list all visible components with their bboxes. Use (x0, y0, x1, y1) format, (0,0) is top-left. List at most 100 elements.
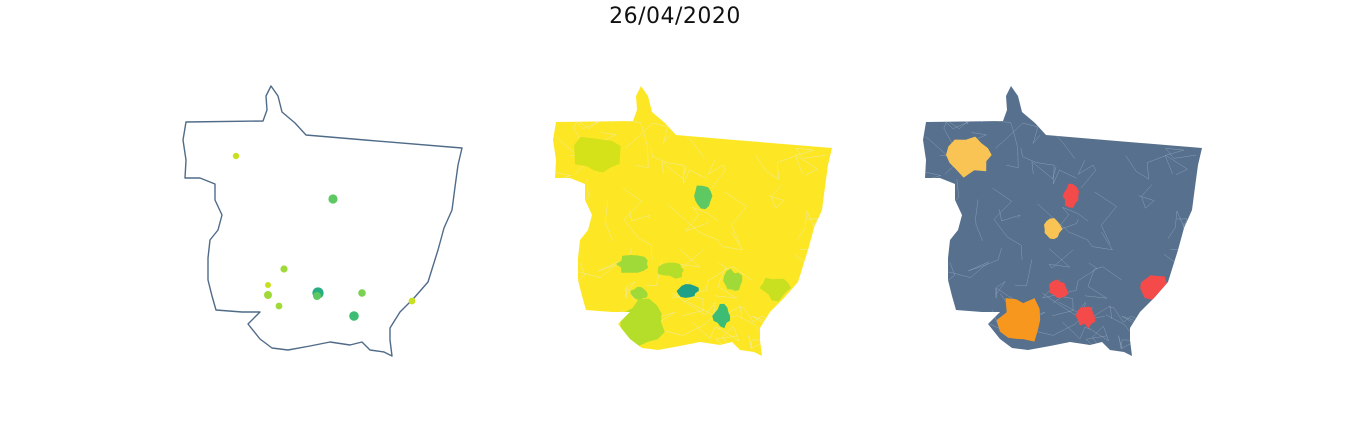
municipal-border-line (595, 341, 623, 356)
municipal-border-line (1048, 248, 1074, 269)
municipal-border-line (661, 161, 687, 180)
municipal-border-line (968, 248, 1002, 272)
risk-region (1062, 183, 1079, 208)
point-markers-layer (232, 152, 416, 321)
point-marker (408, 297, 416, 305)
municipal-border-line (605, 199, 613, 241)
municipal-border-line (1054, 207, 1089, 232)
municipal-border-line (995, 281, 1022, 305)
municipal-border-line (931, 323, 954, 356)
municipal-border-line (690, 88, 713, 113)
municipal-border-line (1060, 88, 1083, 113)
municipal-border-line (794, 148, 827, 174)
choropleth-region (676, 284, 699, 298)
risk-class-map (923, 86, 1202, 356)
choropleth-region (657, 262, 684, 279)
municipal-border-line (923, 157, 941, 181)
choropleth-region (759, 277, 792, 302)
municipal-border-line (667, 203, 743, 251)
municipal-border-line (658, 89, 699, 103)
municipal-border-line (724, 191, 747, 245)
choropleth-region (615, 255, 649, 273)
municipal-border-line (684, 207, 719, 232)
risk-state-fill (923, 86, 1202, 356)
municipal-border-line (628, 209, 651, 222)
municipal-border-line (1031, 161, 1057, 180)
municipal-border-line (1167, 210, 1188, 239)
choropleth-region (694, 185, 713, 210)
municipal-border-line (923, 95, 987, 126)
municipal-border-line (937, 86, 960, 116)
point-marker (313, 292, 321, 300)
municipal-border-line (806, 323, 832, 351)
point-marker (349, 311, 359, 321)
municipal-border-line (1125, 155, 1188, 180)
municipal-border-line (755, 155, 818, 180)
municipal-border-line (1028, 89, 1069, 103)
municipal-border-line (1164, 148, 1197, 174)
municipal-border-line (768, 184, 785, 209)
municipal-border-line (1133, 107, 1160, 121)
municipal-border-line (1020, 147, 1077, 184)
municipal-border-line (975, 199, 983, 241)
point-marker (232, 152, 240, 160)
municipal-border-line (1194, 272, 1202, 315)
municipal-border-line (561, 323, 584, 356)
choropleth-region (712, 303, 731, 329)
municipal-border-line (1077, 160, 1096, 189)
municipal-border-line (924, 348, 947, 356)
municipal-border-line (553, 297, 578, 318)
municipal-border-line (1099, 86, 1147, 112)
municipal-border-line (1113, 86, 1145, 100)
municipal-border-line (812, 217, 832, 244)
municipal-border-line (553, 222, 569, 244)
municipal-border-line (923, 269, 934, 302)
municipal-border-line (553, 262, 586, 337)
municipal-border-line (1041, 279, 1074, 317)
choropleth-map (553, 86, 832, 356)
municipal-border-line (1085, 325, 1110, 356)
risk-region (996, 298, 1041, 342)
municipal-border-line (923, 297, 948, 318)
municipal-border-line (797, 210, 818, 239)
choropleth-state-fill (553, 86, 832, 356)
municipal-border-line (553, 95, 617, 126)
case-points-map (182, 85, 463, 357)
municipal-border-line (923, 222, 939, 244)
municipal-border-line (763, 107, 790, 121)
choropleth-region (630, 286, 648, 302)
municipal-border-line (1195, 205, 1202, 245)
municipal-border-line (691, 321, 721, 340)
municipal-border-line (965, 341, 993, 356)
point-marker (358, 289, 366, 297)
municipal-border-line (825, 205, 832, 245)
choropleth-region (620, 298, 665, 347)
municipal-border-line (1182, 217, 1202, 244)
municipal-border-line (824, 272, 832, 315)
municipal-border-line (928, 91, 976, 109)
municipal-border-line (626, 107, 649, 168)
point-marker (280, 265, 288, 273)
municipal-border-line (625, 122, 671, 149)
point-marker (328, 194, 338, 204)
municipal-border-line (1061, 321, 1091, 340)
municipal-border-line (553, 86, 560, 111)
risk-region (1048, 279, 1069, 298)
municipal-border-line (948, 104, 983, 125)
municipal-border-line (1117, 106, 1162, 143)
municipal-border-line (1138, 184, 1155, 209)
municipal-border-line (650, 147, 707, 184)
municipal-border-line (553, 269, 564, 302)
municipal-border-line (584, 325, 613, 343)
municipal-border-line (567, 86, 590, 116)
municipal-border-line (954, 326, 986, 355)
municipal-border-line (781, 333, 804, 350)
risk-region (1044, 218, 1063, 240)
municipal-border-line (1094, 191, 1117, 245)
municipal-border-line (954, 325, 983, 343)
municipal-border-line (1176, 323, 1202, 351)
municipal-border-line (584, 326, 616, 355)
municipal-border-line (1014, 259, 1033, 287)
choropleth-regions-layer (574, 136, 792, 347)
municipal-border-line (1151, 333, 1174, 350)
